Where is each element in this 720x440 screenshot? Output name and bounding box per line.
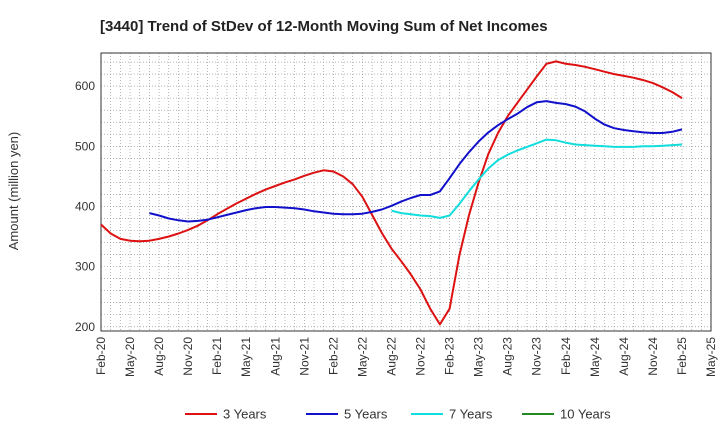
series-group (100, 60, 683, 326)
series-line-7-years (391, 138, 683, 219)
x-tick-label: May-24 (588, 337, 602, 377)
x-tick-label: Feb-20 (94, 337, 108, 375)
x-tick-label: May-25 (704, 337, 718, 377)
x-tick-label: May-22 (355, 337, 369, 377)
x-tick-label: Nov-23 (530, 337, 544, 376)
x-tick-label: May-21 (239, 337, 253, 377)
x-tick-label: Nov-24 (646, 337, 660, 376)
x-tick-label: Aug-22 (384, 337, 398, 376)
x-tick-label: Feb-22 (326, 337, 340, 375)
series-line-3-years (100, 60, 683, 326)
x-tick-label: Nov-22 (414, 337, 428, 376)
y-tick-label: 200 (75, 320, 95, 334)
x-axis: Feb-20 May-20 Aug-20 Nov-20 Feb-21 May-21 Aug-… (94, 337, 718, 377)
y-tick-label: 500 (75, 139, 95, 153)
legend-label: 3 Years (223, 407, 267, 422)
legend: 3 Years 5 Years 7 Years 10 Years (185, 407, 611, 422)
y-tick-label: 600 (75, 79, 95, 93)
x-tick-label: Feb-23 (443, 337, 457, 375)
y-tick-label: 400 (75, 199, 95, 213)
x-tick-label: Aug-21 (268, 337, 282, 376)
plot-area (100, 52, 712, 332)
legend-label: 5 Years (344, 407, 388, 422)
x-tick-label: Feb-21 (210, 337, 224, 375)
x-tick-label: Aug-20 (152, 337, 166, 376)
y-axis: 200 300 400 500 600 (75, 79, 95, 334)
y-tick-label: 300 (75, 260, 95, 274)
x-tick-label: Feb-25 (675, 337, 689, 375)
grid (101, 53, 711, 331)
legend-label: 7 Years (449, 407, 493, 422)
x-tick-label: Aug-23 (501, 337, 515, 376)
x-tick-label: Aug-24 (617, 337, 631, 376)
chart-title: [3440] Trend of StDev of 12-Month Moving… (100, 18, 548, 35)
x-tick-label: Nov-21 (297, 337, 311, 376)
x-tick-label: May-20 (123, 337, 137, 377)
y-axis-label: Amount (million yen) (6, 132, 21, 251)
x-tick-label: Nov-20 (181, 337, 195, 376)
x-tick-label: Feb-24 (559, 337, 573, 375)
series-line-5-years (149, 100, 683, 223)
legend-label: 10 Years (560, 407, 611, 422)
x-tick-label: May-23 (472, 337, 486, 377)
